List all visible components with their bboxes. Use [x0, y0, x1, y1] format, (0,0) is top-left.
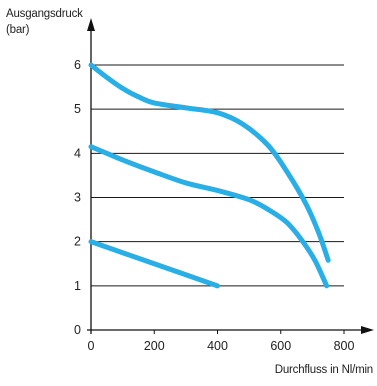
series-line-1	[88, 62, 331, 263]
axes	[87, 18, 374, 334]
y-axis-unit: (bar)	[6, 24, 30, 36]
y-tick-label: 4	[74, 146, 81, 160]
x-tick-label: 800	[334, 339, 355, 353]
y-tick-label: 1	[74, 279, 81, 293]
y-axis-arrow-icon	[87, 18, 95, 31]
series-line-2	[88, 144, 330, 289]
series-lines	[88, 62, 331, 289]
tick-labels: 0 1 2 3 4 5 6 0 200 400 600 800	[74, 58, 354, 353]
y-axis-label: Ausgangsdruck	[6, 8, 83, 20]
x-axis-label: Durchfluss in Nl/min	[274, 364, 373, 376]
x-tick-label: 0	[88, 339, 95, 353]
y-tick-label: 5	[74, 102, 81, 116]
x-tick-label: 400	[207, 339, 228, 353]
y-tick-label: 0	[74, 323, 81, 337]
series-line-3	[88, 239, 220, 289]
y-tick-label: 6	[74, 58, 81, 72]
y-tick-label: 3	[74, 191, 81, 205]
y-tick-label: 2	[74, 235, 81, 249]
x-tick-label: 600	[270, 339, 291, 353]
x-tick-label: 200	[144, 339, 165, 353]
x-axis-arrow-icon	[361, 326, 374, 334]
